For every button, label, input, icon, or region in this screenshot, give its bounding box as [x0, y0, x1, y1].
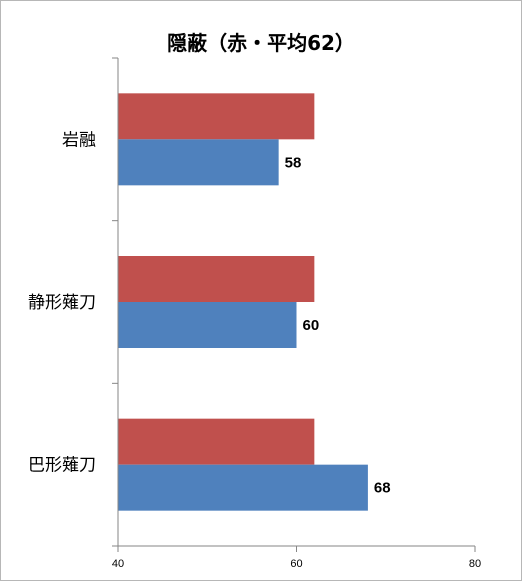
bar-series2-2: [118, 302, 297, 348]
data-label-1: 58: [285, 154, 302, 171]
data-label-2: 60: [303, 317, 320, 334]
value-tick-label: 60: [290, 558, 302, 570]
bars-layer: [118, 93, 368, 511]
value-tick-label: 40: [112, 558, 124, 570]
labels-layer: 58 岩融 60 静形薙刀 68 巴形薙刀: [28, 130, 391, 496]
category-label-1: 岩融: [62, 130, 96, 150]
category-label-3: 巴形薙刀: [28, 456, 96, 476]
value-tick-label: 80: [469, 558, 481, 570]
bar-series2-1: [118, 139, 279, 186]
data-label-3: 68: [374, 480, 391, 497]
bar-series2-3: [118, 464, 368, 511]
chart-title: 隠蔽（赤・平均62）: [167, 31, 355, 55]
bar-series1-2: [118, 256, 315, 302]
bar-series1-1: [118, 93, 315, 140]
bar-series1-3: [118, 418, 315, 465]
category-label-2: 静形薙刀: [28, 293, 96, 313]
axes-layer: 40 60 80: [112, 57, 481, 570]
